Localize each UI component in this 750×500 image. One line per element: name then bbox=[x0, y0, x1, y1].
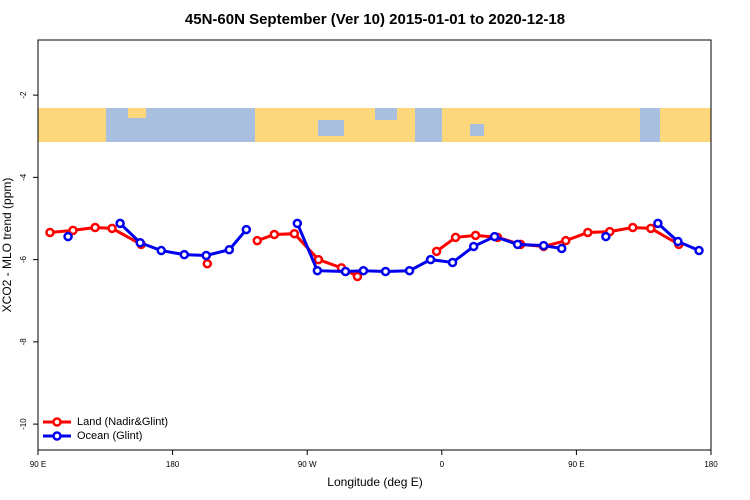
plot-frame bbox=[37, 39, 712, 451]
data-point bbox=[601, 231, 611, 242]
data-point bbox=[450, 232, 461, 243]
legend-marker bbox=[52, 431, 62, 441]
chart-title: 45N-60N September (Ver 10) 2015-01-01 to… bbox=[185, 11, 565, 28]
data-point bbox=[252, 235, 262, 246]
data-point bbox=[489, 231, 500, 242]
data-point bbox=[431, 246, 442, 257]
data-point bbox=[179, 249, 190, 260]
y-tick-label: -4 bbox=[19, 173, 28, 181]
x-tick-label: 180 bbox=[166, 460, 180, 469]
data-point bbox=[538, 240, 549, 251]
y-axis-label: XCO2 - MLO trend (ppm) bbox=[0, 178, 14, 313]
data-point bbox=[358, 265, 369, 276]
x-tick-label: 90 E bbox=[568, 460, 584, 469]
data-point bbox=[107, 223, 117, 234]
y-tick-label: -10 bbox=[19, 418, 28, 430]
x-tick-label: 0 bbox=[440, 460, 445, 469]
data-point bbox=[556, 243, 567, 254]
data-point bbox=[135, 237, 145, 248]
data-point bbox=[156, 245, 166, 256]
data-point bbox=[202, 258, 213, 269]
legend-label: Land (Nadir&Glint) bbox=[77, 416, 168, 428]
y-tick-label: -2 bbox=[19, 91, 28, 99]
data-point bbox=[583, 227, 593, 238]
data-point bbox=[404, 265, 415, 276]
x-tick-label: 90 E bbox=[30, 460, 46, 469]
data-point bbox=[673, 236, 683, 247]
x-tick-label: 180 bbox=[704, 460, 718, 469]
x-axis-label: Longitude (deg E) bbox=[327, 475, 422, 489]
data-point bbox=[425, 254, 436, 265]
data-point bbox=[628, 222, 638, 233]
data-point bbox=[63, 231, 73, 242]
data-point bbox=[340, 266, 351, 277]
data-point bbox=[694, 245, 704, 256]
data-point bbox=[68, 225, 78, 236]
data-point bbox=[512, 239, 523, 250]
data-point bbox=[313, 254, 324, 265]
data-point bbox=[269, 229, 280, 240]
data-point bbox=[224, 244, 235, 255]
data-point bbox=[468, 241, 479, 252]
legend-label: Ocean (Glint) bbox=[77, 430, 142, 442]
data-point bbox=[292, 218, 303, 229]
legend-marker bbox=[52, 417, 62, 427]
data-point bbox=[289, 228, 300, 239]
y-tick-label: -8 bbox=[19, 338, 28, 346]
data-point bbox=[561, 235, 571, 246]
data-point bbox=[653, 218, 663, 229]
data-point bbox=[646, 223, 656, 234]
data-point bbox=[352, 271, 363, 282]
data-point bbox=[115, 218, 125, 229]
data-point bbox=[201, 250, 211, 261]
data-point bbox=[447, 257, 458, 268]
data-point bbox=[45, 227, 55, 238]
y-tick-label: -6 bbox=[19, 255, 28, 263]
data-point bbox=[312, 265, 323, 276]
data-point bbox=[90, 222, 100, 233]
data-point bbox=[241, 224, 252, 235]
x-tick-label: 90 W bbox=[298, 460, 317, 469]
data-point bbox=[470, 230, 481, 241]
map-band bbox=[38, 108, 711, 142]
data-point bbox=[380, 266, 391, 277]
